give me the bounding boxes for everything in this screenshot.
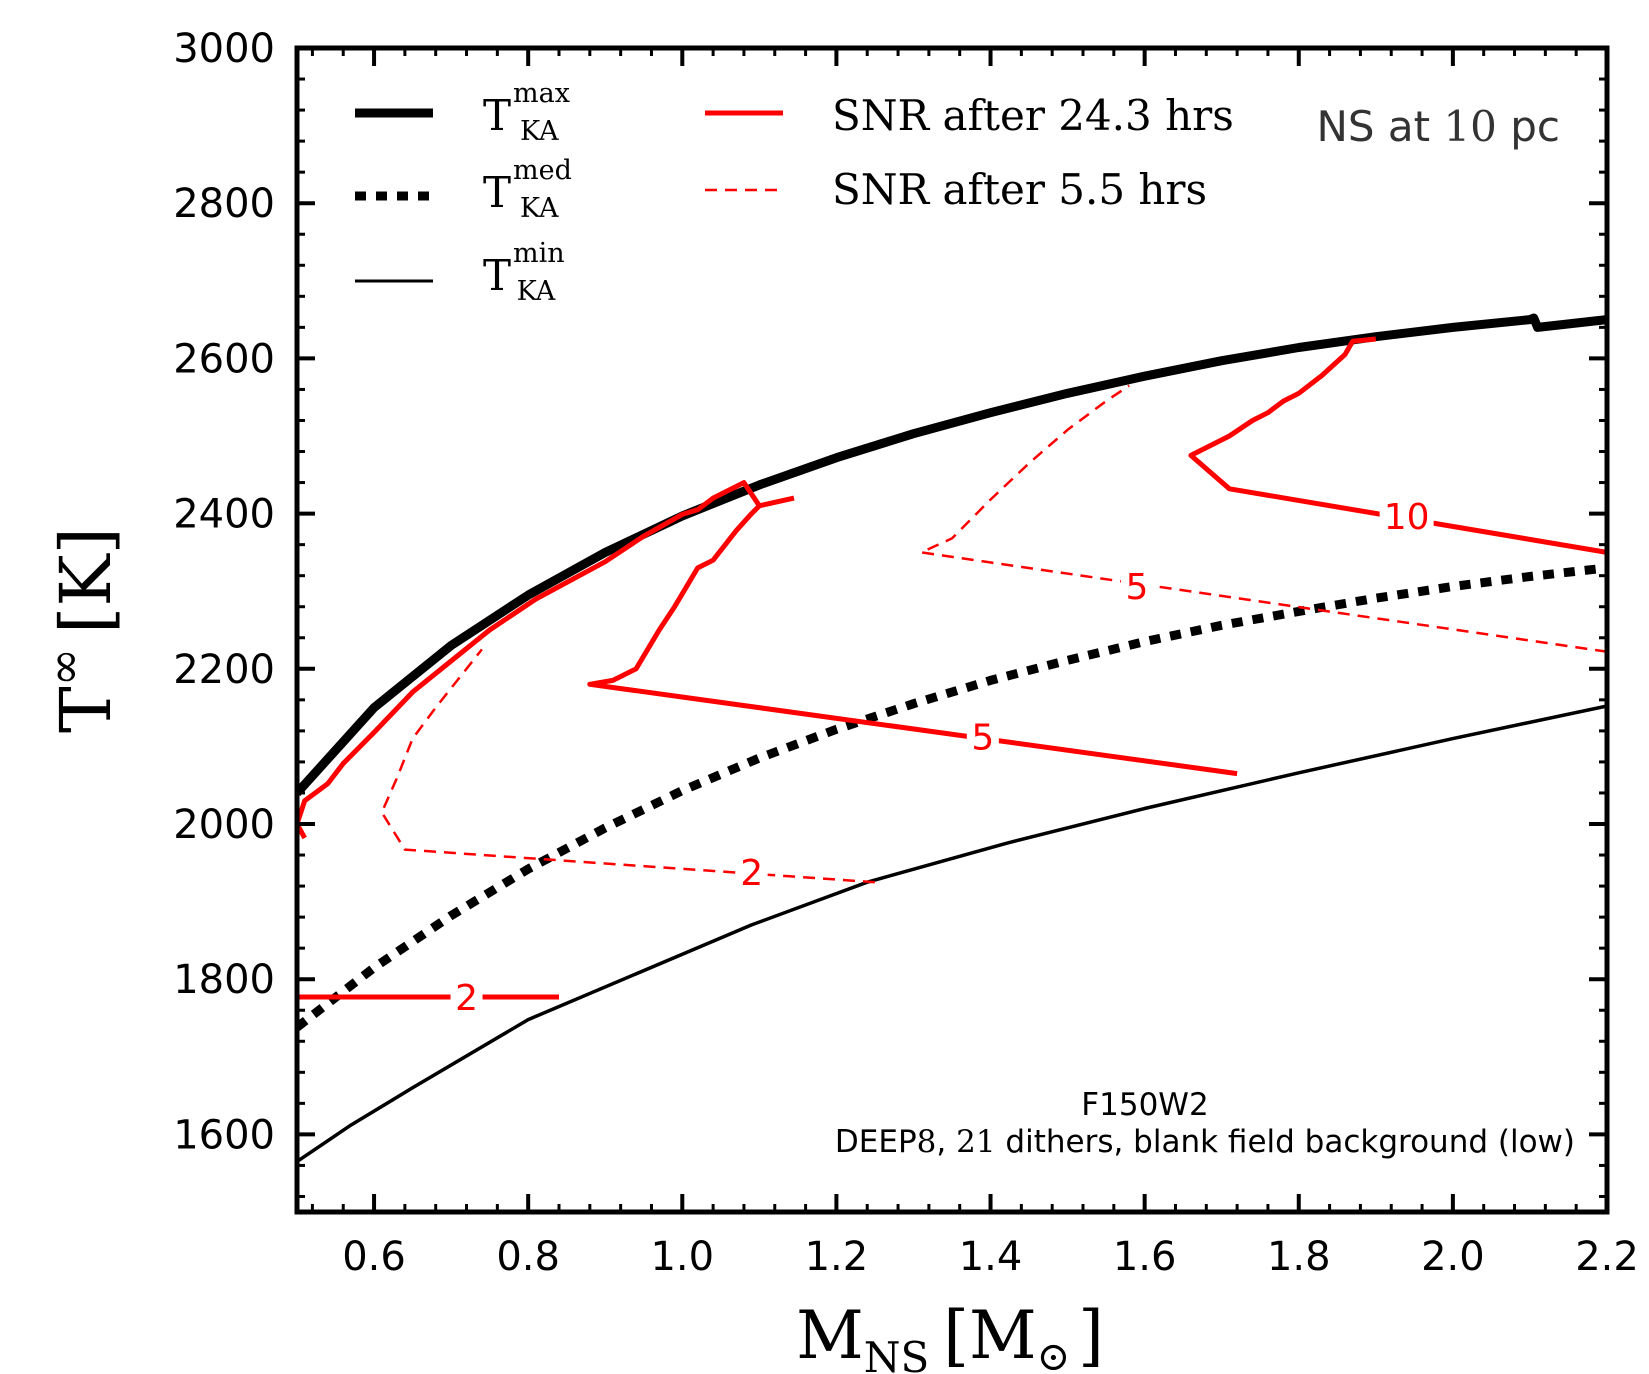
x-tick-label: 1.4 <box>959 1234 1023 1280</box>
series-tmin <box>296 704 1605 1164</box>
x-axis-label-open: [M <box>943 1297 1036 1374</box>
legend: Tmax KA Tmed KA Tmin KA SNR after 24.3 hrs … <box>355 78 1234 307</box>
y-axis-label: T∞ [K] <box>37 527 127 733</box>
y-tick-label: 1600 <box>173 1112 275 1158</box>
contour-label-bg <box>735 852 768 893</box>
series-snr_short_2 <box>380 648 875 884</box>
contour-label: 2 <box>740 853 763 894</box>
annotation-distance: NS at 10 pc <box>1316 102 1560 151</box>
annotation-filter: F150W2 <box>1081 1087 1208 1123</box>
annotation-setup: DEEP8, 21 dithers, blank field backgroun… <box>835 1124 1575 1160</box>
y-axis-label-sup: ∞ <box>37 648 91 686</box>
contour-label: 10 <box>1384 497 1430 538</box>
x-axis-label-sub: NS <box>864 1333 930 1374</box>
series-tmed <box>295 563 1605 1031</box>
x-tick-label: 1.2 <box>805 1234 869 1280</box>
series-tmax <box>295 313 1605 797</box>
series-layer <box>295 313 1605 1164</box>
x-axis-label: MNS [M⊙] <box>796 1297 1104 1374</box>
series-snr_long_5_h <box>589 681 1238 777</box>
x-tick-label: 1.8 <box>1267 1234 1331 1280</box>
legend-tmed-label: Tmed KA <box>483 155 572 224</box>
series-snr_long_5 <box>295 480 795 840</box>
x-axis-label-sun: ⊙ <box>1037 1334 1071 1374</box>
x-tick-label: 2.2 <box>1575 1234 1639 1280</box>
y-tick-label: 3000 <box>173 26 275 72</box>
contour-label-bg <box>450 977 483 1018</box>
x-tick-label: 1.0 <box>650 1234 714 1280</box>
contour-label-bg <box>1120 565 1153 606</box>
ticks: 0.6 0.8 1.0 1.2 1.4 1.6 1.8 2.0 2.2 1600 1800 2000 2… <box>173 26 1639 1280</box>
x-axis-label-main: M <box>796 1297 864 1374</box>
contour-label: 5 <box>1125 567 1148 608</box>
y-tick-label: 2200 <box>173 647 275 693</box>
legend-tmin-label: Tmin KA <box>483 238 565 307</box>
x-tick-label: 0.8 <box>496 1234 560 1280</box>
x-axis-label-close: ] <box>1078 1297 1104 1374</box>
y-axis-label-main: T <box>45 686 127 733</box>
contour-label: 2 <box>455 978 478 1019</box>
contour-labels: 2 5 10 2 5 <box>450 495 1434 1019</box>
y-axis-label-unit: [K] <box>45 527 127 634</box>
series-snr_short_5 <box>919 384 1605 653</box>
x-tick-label: 2.0 <box>1421 1234 1485 1280</box>
y-tick-label: 2000 <box>173 802 275 848</box>
legend-snr-short-label: SNR after 5.5 hrs <box>832 165 1207 214</box>
plot-frame <box>294 45 1610 1215</box>
y-tick-label: 2600 <box>173 336 275 382</box>
series-snr_long_5_lower <box>587 504 762 687</box>
y-tick-label: 2800 <box>173 181 275 227</box>
contour-label-bg <box>1379 495 1434 536</box>
x-tick-label: 0.6 <box>342 1234 406 1280</box>
svg-text:T∞[K]: T∞ [K] <box>37 527 127 733</box>
svg-text:MNS[M⊙]: MNS [M⊙] <box>796 1297 1104 1374</box>
series-snr_long_10 <box>1188 336 1605 555</box>
y-tick-label: 2400 <box>173 492 275 538</box>
contour-label-bg <box>966 716 999 757</box>
contour-label: 5 <box>971 717 994 758</box>
legend-tmax-label: Tmax KA <box>483 78 570 147</box>
legend-snr-long-label: SNR after 24.3 hrs <box>832 91 1234 140</box>
x-tick-label: 1.6 <box>1113 1234 1177 1280</box>
y-tick-label: 1800 <box>173 957 275 1003</box>
